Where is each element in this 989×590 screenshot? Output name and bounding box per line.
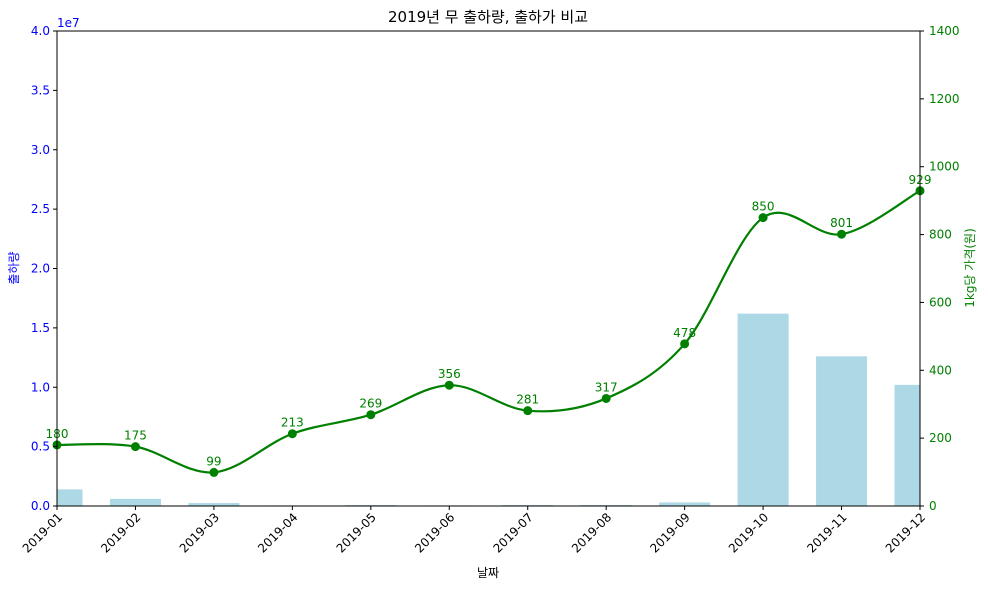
right-tick-label: 800	[929, 228, 952, 242]
right-tick-label: 600	[929, 295, 952, 309]
price-point-2019-09	[680, 339, 690, 349]
price-line	[56, 189, 921, 474]
bar-2019-02	[109, 498, 161, 506]
plot-frame	[56, 30, 921, 507]
x-tick-label: 2019-05	[334, 510, 379, 555]
x-tick-label: 2019-04	[255, 510, 300, 555]
left-tick-label: 2.0	[31, 262, 50, 276]
price-point-2019-05	[366, 410, 376, 420]
bar-2019-12	[894, 384, 920, 506]
price-point-2019-11	[837, 229, 847, 239]
x-axis-label: 날짜	[477, 566, 499, 580]
price-data-label-2019-05: 269	[359, 397, 382, 411]
price-data-label-2019-07: 281	[516, 393, 539, 407]
price-data-label-2019-08: 317	[595, 380, 618, 394]
left-tick-label: 1.5	[31, 321, 50, 335]
price-data-label-2019-11: 801	[830, 216, 853, 230]
left-tick-label: 0.0	[31, 499, 50, 513]
right-tick-label: 200	[929, 431, 952, 445]
x-tick-label: 2019-12	[883, 510, 928, 555]
left-tick-label: 1.0	[31, 380, 50, 394]
x-tick-label: 2019-07	[490, 510, 535, 555]
left-axis-offset-label: 1e7	[57, 16, 80, 30]
bar-2019-11	[816, 356, 868, 506]
price-point-2019-02	[130, 442, 140, 452]
bar-2019-10	[737, 313, 789, 506]
right-tick-label: 1000	[929, 160, 960, 174]
x-tick-label: 2019-06	[412, 510, 457, 555]
price-point-2019-07	[523, 406, 533, 416]
x-tick-label: 2019-09	[647, 510, 692, 555]
price-data-label-2019-02: 175	[124, 429, 147, 443]
bar-2019-09	[659, 502, 711, 506]
chart-title: 2019년 무 출하량, 출하가 비교	[388, 8, 588, 26]
left-axis-label: 출하량	[7, 251, 21, 284]
price-point-2019-06	[444, 380, 454, 390]
bars-layer	[57, 313, 920, 506]
bar-2019-03	[188, 503, 240, 506]
price-point-2019-04	[287, 429, 297, 439]
x-tick-label: 2019-11	[804, 510, 849, 555]
right-tick-label: 0	[929, 499, 937, 513]
price-point-2019-08	[601, 393, 611, 403]
price-point-2019-03	[209, 467, 219, 477]
price-data-label-2019-03: 99	[206, 454, 221, 468]
right-tick-label: 1200	[929, 92, 960, 106]
left-tick-label: 0.5	[31, 440, 50, 454]
left-tick-label: 3.5	[31, 83, 50, 97]
price-data-label-2019-10: 850	[752, 200, 775, 214]
left-tick-label: 4.0	[31, 24, 50, 38]
x-tick-label: 2019-08	[569, 510, 614, 555]
x-tick-label: 2019-01	[20, 510, 65, 555]
bar-2019-01	[57, 489, 83, 506]
right-tick-label: 1400	[929, 24, 960, 38]
right-axis-label: 1kg당 가격(원)	[963, 228, 977, 308]
left-tick-label: 2.5	[31, 202, 50, 216]
price-point-2019-10	[758, 213, 768, 223]
right-tick-label: 400	[929, 363, 952, 377]
x-tick-label: 2019-02	[98, 510, 143, 555]
price-data-label-2019-04: 213	[281, 416, 304, 430]
left-tick-label: 3.0	[31, 143, 50, 157]
price-data-label-2019-06: 356	[438, 367, 461, 381]
x-tick-label: 2019-10	[726, 510, 771, 555]
price-data-label-2019-09: 478	[673, 326, 696, 340]
x-tick-label: 2019-03	[177, 510, 222, 555]
